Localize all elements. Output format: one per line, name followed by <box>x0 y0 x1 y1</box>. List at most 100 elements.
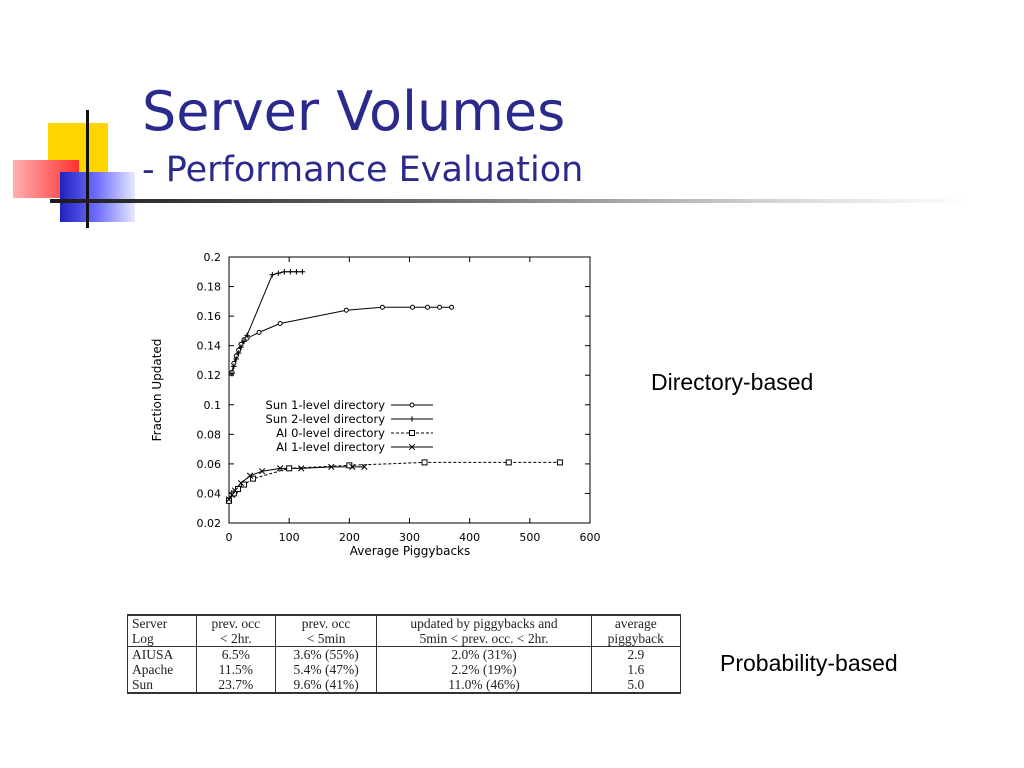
data-point <box>246 472 254 479</box>
y-tick-label: 0.02 <box>197 517 222 530</box>
data-point <box>349 463 356 470</box>
title-underline <box>50 199 970 203</box>
data-point <box>299 268 306 275</box>
table-row: Sun 23.7% 9.6% (41%) 11.0% (46%) 5.0 <box>127 677 682 694</box>
y-axis-label: Fraction Updated <box>150 339 164 442</box>
data-point <box>276 465 284 472</box>
header-log: Log <box>127 631 197 647</box>
data-point <box>556 459 563 466</box>
y-tick-label: 0.16 <box>197 310 222 323</box>
header-lt-5min: < 5min <box>274 631 378 647</box>
x-tick-label: 0 <box>226 531 233 544</box>
header-server: Server <box>127 614 197 631</box>
series-line <box>228 466 365 500</box>
table-cell: 2.0% (31%) <box>376 646 592 662</box>
data-point <box>256 329 262 335</box>
data-point <box>244 332 250 339</box>
y-tick-label: 0.04 <box>197 487 222 500</box>
data-point <box>293 268 300 275</box>
data-point <box>379 304 385 310</box>
x-tick-label: 200 <box>339 531 360 544</box>
data-point <box>225 496 233 503</box>
header-prev-occ-5min: prev. occ <box>274 614 378 631</box>
data-point <box>298 465 305 472</box>
data-point <box>269 271 276 278</box>
y-tick-label: 0.18 <box>197 281 222 294</box>
y-tick-label: 0.1 <box>204 399 222 412</box>
table-cell: Sun <box>127 677 197 694</box>
data-point <box>277 321 283 326</box>
legend-entry-label: AI 0-level directory <box>276 426 385 440</box>
legend-entry-label: Sun 1-level directory <box>266 398 386 412</box>
data-point <box>229 370 235 377</box>
table-cell: 5.0 <box>590 677 682 694</box>
table-cell: 3.6% (55%) <box>274 646 378 662</box>
table-cell: 2.2% (19%) <box>376 662 592 677</box>
y-tick-label: 0.14 <box>197 340 222 353</box>
header-5min-range: 5min < prev. occ. < 2hr. <box>376 631 592 647</box>
y-tick-label: 0.08 <box>197 428 222 441</box>
data-point <box>361 463 368 470</box>
table-cell: 23.7% <box>195 677 276 694</box>
table-cell: 5.4% (47%) <box>274 662 378 677</box>
legend-entry-label: AI 1-level directory <box>276 440 385 454</box>
table-cell: 9.6% (41%) <box>274 677 378 694</box>
data-point <box>425 304 431 310</box>
table-header-row-2: Log < 2hr. < 5min 5min < prev. occ. < 2h… <box>127 631 682 647</box>
table-header-row-1: Server prev. occ prev. occ updated by pi… <box>127 614 682 631</box>
table-cell: 2.9 <box>590 646 682 662</box>
data-point <box>233 356 240 362</box>
data-point <box>410 304 416 310</box>
legend-entry-marker <box>409 430 415 436</box>
data-point <box>238 344 244 350</box>
data-point <box>241 481 248 488</box>
header-piggyback: piggyback <box>590 631 682 647</box>
table-cell: Apache <box>127 662 197 677</box>
y-tick-label: 0.2 <box>204 251 222 264</box>
label-directory-based: Directory-based <box>651 369 814 395</box>
table-cell: 11.0% (46%) <box>376 677 592 694</box>
x-tick-label: 500 <box>519 531 540 544</box>
series-line <box>231 306 452 373</box>
y-tick-label: 0.06 <box>197 458 222 471</box>
results-table: Server prev. occ prev. occ updated by pi… <box>127 614 682 694</box>
table-cell: AIUSA <box>127 646 197 662</box>
data-point <box>287 268 294 275</box>
table-cell: 6.5% <box>195 646 276 662</box>
data-point <box>328 463 335 470</box>
data-point <box>250 475 257 482</box>
legend-entry-marker <box>408 443 416 451</box>
legend-entry-marker <box>409 416 415 422</box>
legend-entry-marker <box>409 402 415 408</box>
table-row: Apache 11.5% 5.4% (47%) 2.2% (19%) 1.6 <box>127 662 682 677</box>
data-point <box>228 491 236 499</box>
data-point <box>449 304 455 310</box>
data-point <box>231 487 239 494</box>
data-point <box>241 338 247 345</box>
x-tick-label: 300 <box>399 531 420 544</box>
data-point <box>237 479 245 487</box>
data-point <box>275 270 282 277</box>
data-point <box>421 459 428 466</box>
data-point <box>505 459 512 466</box>
data-point <box>346 462 353 469</box>
deco-blue-square <box>60 172 135 222</box>
data-point <box>343 307 349 313</box>
header-updated-by-piggybacks: updated by piggybacks and <box>376 614 592 631</box>
header-average: average <box>590 614 682 631</box>
data-point <box>286 465 293 472</box>
table-body: AIUSA 6.5% 3.6% (55%) 2.0% (31%) 2.9 Apa… <box>127 646 682 694</box>
plot-frame <box>228 256 591 524</box>
table-cell: 11.5% <box>195 662 276 677</box>
data-point <box>281 268 288 275</box>
data-point <box>235 486 242 493</box>
legend-entry-label: Sun 2-level directory <box>266 412 386 426</box>
x-tick-label: 400 <box>459 531 480 544</box>
x-axis-label: Average Piggybacks <box>350 544 471 558</box>
series-line <box>231 271 303 374</box>
y-tick-label: 0.12 <box>197 369 222 382</box>
x-tick-label: 600 <box>580 531 601 544</box>
table-head: Server prev. occ prev. occ updated by pi… <box>127 614 682 647</box>
table-cell: 1.6 <box>590 662 682 677</box>
